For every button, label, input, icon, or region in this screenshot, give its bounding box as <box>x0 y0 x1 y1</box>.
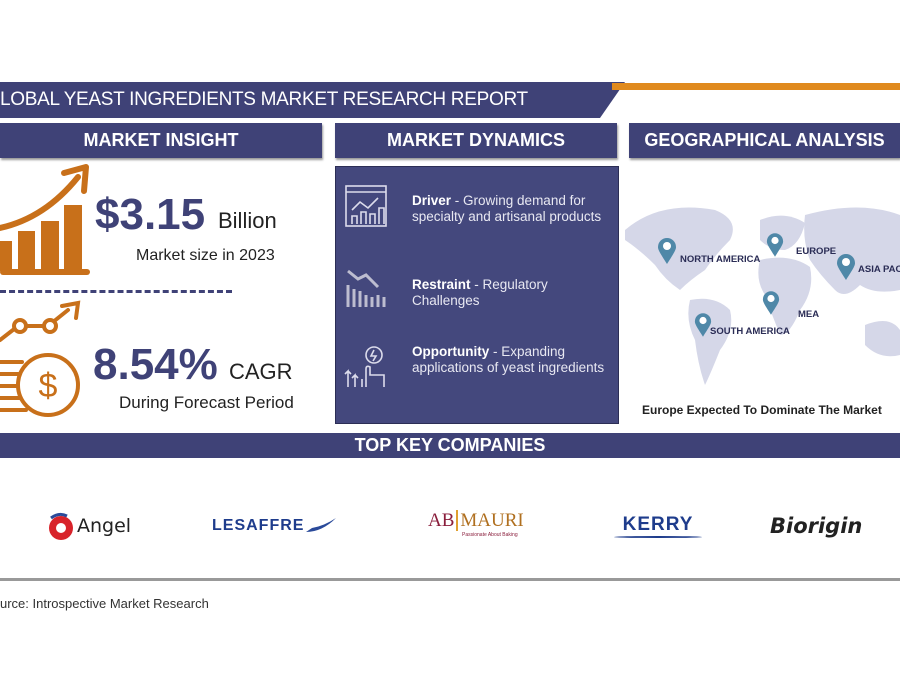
cagr-value: 8.54% <box>93 340 218 389</box>
divider <box>0 290 232 293</box>
declining-bars-icon <box>346 269 386 307</box>
accent-line <box>612 83 900 90</box>
logo-biorigin: Biorigin <box>770 510 862 542</box>
market-dynamics-panel: Driver - Growing demand for specialty an… <box>335 166 619 424</box>
growth-hand-icon <box>344 346 385 387</box>
lesaffre-swoosh-icon <box>306 518 337 532</box>
restraint-text: - Regulatory Challenges <box>412 277 548 308</box>
logo-angel: Angel <box>45 510 131 542</box>
region-north-america: NORTH AMERICA <box>680 254 761 265</box>
map-pin-icon <box>766 233 784 257</box>
biorigin-text: Biorigin <box>770 514 863 538</box>
kerry-text: KERRY <box>622 514 694 535</box>
market-size-unit: Billion <box>218 208 277 233</box>
region-mea: MEA <box>798 309 820 320</box>
map-pin-icon <box>837 254 855 280</box>
top-key-companies-header: TOP KEY COMPANIES <box>0 433 900 458</box>
world-map <box>625 207 900 385</box>
market-size-caption: Market size in 2023 <box>136 247 275 264</box>
angel-text: Angel <box>77 515 132 537</box>
region-south-america: SOUTH AMERICA <box>710 326 790 337</box>
report-title: LOBAL YEAST INGREDIENTS MARKET RESEARCH … <box>0 89 528 110</box>
map-pin-icon <box>658 238 676 264</box>
mauri-text: MAURI <box>460 510 524 531</box>
logo-lesaffre: LESAFFRE <box>212 510 338 542</box>
section-market-dynamics: MARKET DYNAMICS <box>335 123 617 158</box>
driver-label: Driver <box>412 193 452 208</box>
ab-mauri-tagline: Passionate About Baking <box>462 532 518 538</box>
divider <box>0 578 900 581</box>
opportunity-text: - Expanding applications of yeast ingred… <box>412 344 605 375</box>
title-band <box>0 82 625 118</box>
section-geographical-analysis: GEOGRAPHICAL ANALYSIS <box>629 123 900 158</box>
map-pin-icon <box>694 313 712 337</box>
dynamics-opportunity: Opportunity - Expanding applications of … <box>412 344 607 376</box>
analytics-chart-icon <box>345 185 387 227</box>
geo-caption: Europe Expected To Dominate The Market <box>642 403 882 417</box>
svg-text:$: $ <box>39 367 58 405</box>
logo-ab-mauri: AB MAURI Passionate About Baking <box>428 510 524 542</box>
dynamics-driver: Driver - Growing demand for specialty an… <box>412 193 607 225</box>
map-pin-icon <box>762 291 780 315</box>
opportunity-label: Opportunity <box>412 344 490 359</box>
cagr-caption: During Forecast Period <box>119 393 294 412</box>
ab-text: AB <box>428 510 455 531</box>
region-europe: EUROPE <box>796 246 837 257</box>
source-note: urce: Introspective Market Research <box>0 596 209 611</box>
market-size-value: $3.15 <box>95 190 206 239</box>
driver-text: - Growing demand for specialty and artis… <box>412 193 602 224</box>
angel-logo-icon <box>49 512 73 540</box>
region-asia-pacific: ASIA PAC <box>858 264 900 275</box>
lesaffre-text: LESAFFRE <box>212 517 305 534</box>
section-market-insight: MARKET INSIGHT <box>0 123 322 158</box>
dynamics-restraint: Restraint - Regulatory Challenges <box>412 277 607 309</box>
cagr-unit: CAGR <box>229 359 293 384</box>
coin-growth-icon: $ <box>0 300 81 417</box>
logo-kerry: KERRY <box>614 510 702 542</box>
restraint-label: Restraint <box>412 277 471 292</box>
growth-bar-chart-icon <box>0 164 90 275</box>
